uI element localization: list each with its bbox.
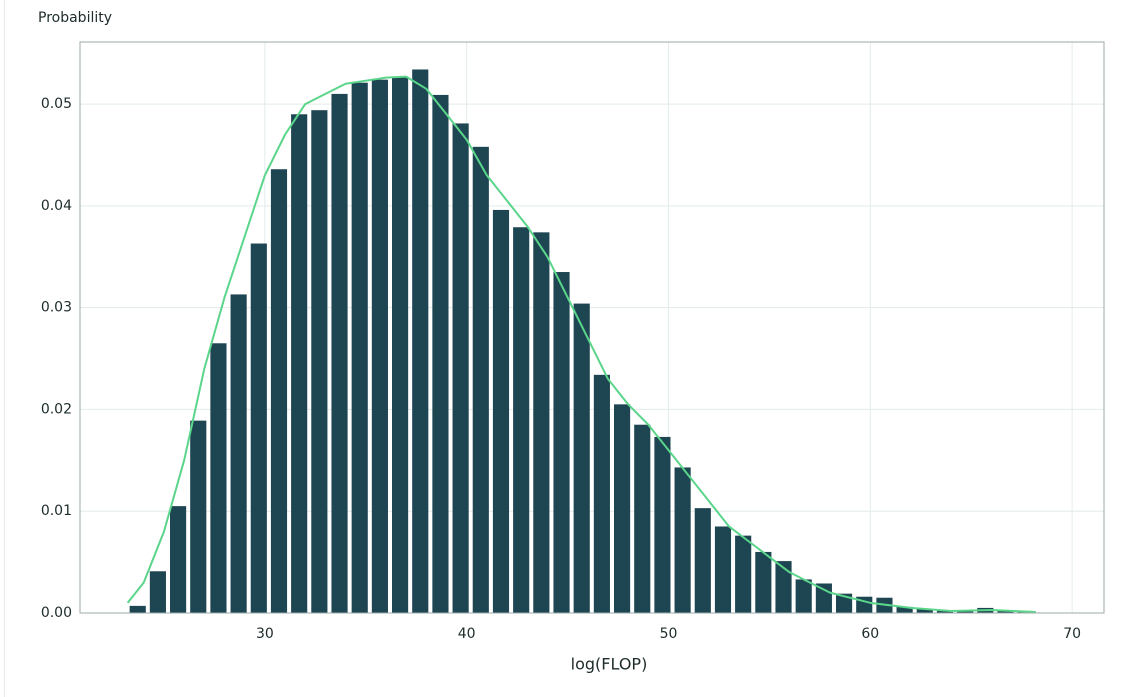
bar [634,424,651,613]
x-tick-label: 60 [861,626,879,642]
bar [492,209,510,614]
y-tick-label: 0.00 [41,605,72,621]
bar [331,93,348,614]
bar [613,404,631,613]
bar [230,294,247,613]
bar [513,227,530,613]
y-tick-label: 0.01 [41,503,72,519]
y-tick-label: 0.05 [41,96,72,112]
bar [129,605,146,613]
density-line [126,75,1036,613]
y-tick-label: 0.02 [41,401,72,417]
y-tick-label: 0.04 [41,198,72,214]
y-axis-label: Probability [38,10,112,26]
bar [412,69,429,614]
bar [573,303,590,613]
bar [714,526,732,613]
bar [452,123,469,613]
x-tick-label: 70 [1063,626,1081,642]
bar [351,82,368,613]
bar [775,561,792,613]
bar [149,571,166,613]
bar [735,535,752,613]
bar [936,610,954,613]
bar [553,272,570,613]
bar [795,579,812,613]
bar [432,94,449,613]
bar [654,436,671,613]
bar [392,76,409,613]
x-tick-label: 50 [660,626,678,642]
bar [593,374,610,613]
bar [210,343,227,613]
bar [291,114,308,613]
bar [170,506,187,613]
bar [190,420,207,613]
bar [835,593,853,613]
bar [815,583,832,613]
bar [997,610,1014,613]
bar [533,232,550,614]
x-tick-label: 30 [256,626,274,642]
y-tick-label: 0.03 [41,300,72,316]
bar [694,508,711,613]
bar [250,243,267,613]
bar [270,169,288,614]
x-tick-label: 40 [458,626,476,642]
bar [755,551,772,613]
bar [916,608,933,613]
x-axis-label: log(FLOP) [571,655,648,674]
plot-frame [79,41,1105,614]
bar [674,467,691,613]
bar [472,146,489,614]
bar [311,110,328,613]
bar [957,610,974,613]
bar [371,79,388,613]
bar [896,606,913,613]
